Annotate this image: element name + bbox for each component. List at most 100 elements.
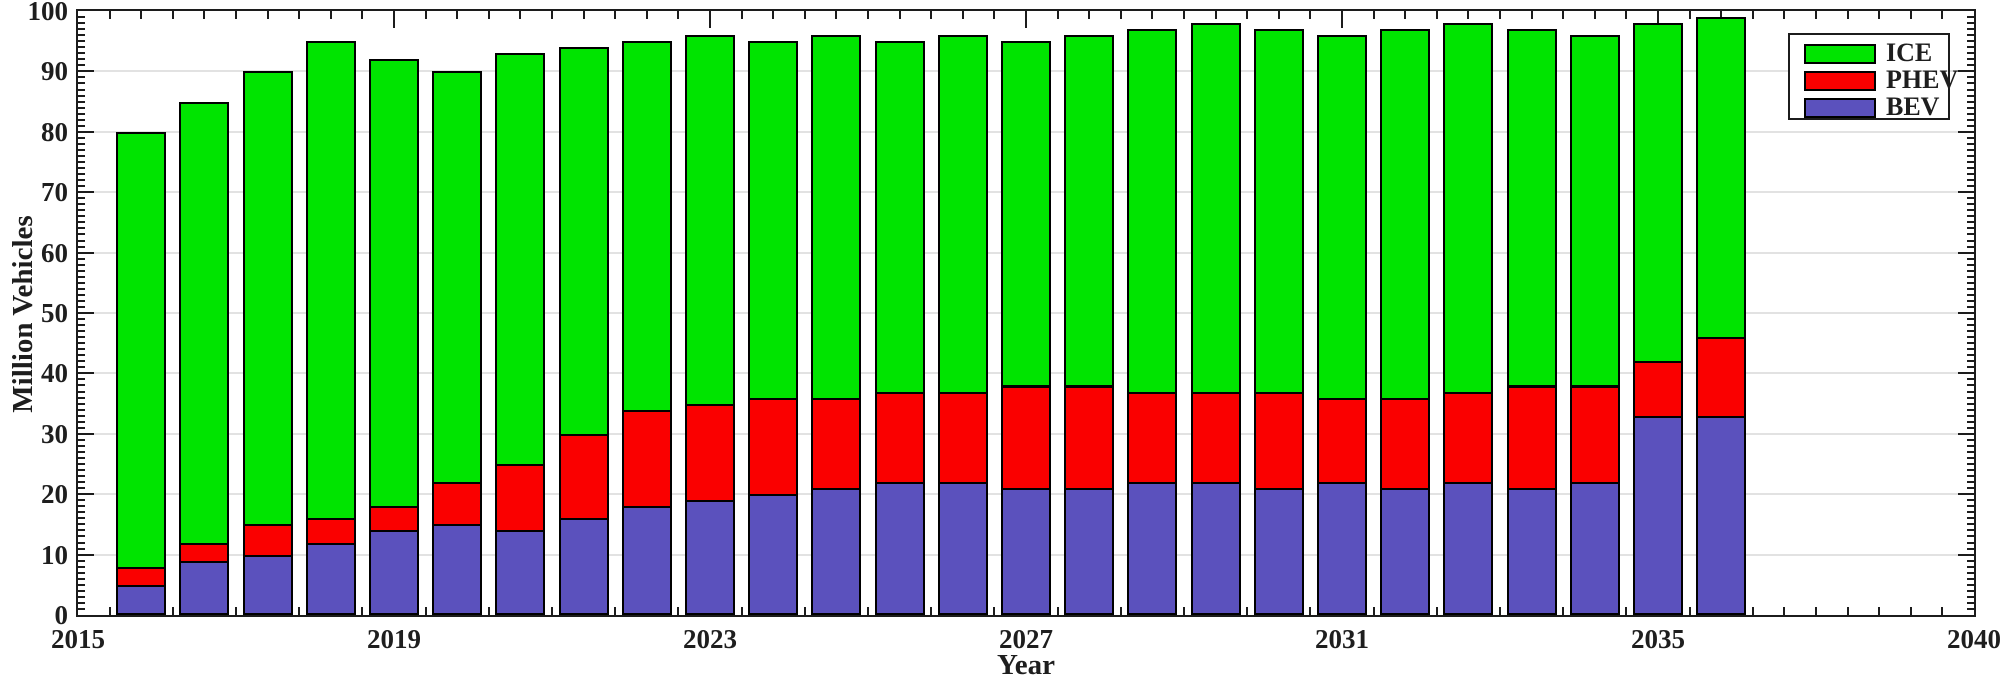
x-axis-tick [1119,607,1122,615]
y-axis-tick [78,438,85,441]
y-axis-tick [78,112,85,115]
x-axis-tick [1625,11,1628,19]
y-axis-tick [78,553,94,556]
x-axis-tick [171,11,174,19]
y-axis-tick [1967,52,1974,55]
x-axis-tick [1751,607,1754,615]
bar-segment-ice [1253,29,1304,394]
bar-segment-ice [1317,35,1367,400]
y-axis-tick [78,88,85,91]
y-axis-tick [1967,342,1974,345]
y-axis-tick [78,487,85,490]
x-axis-tick [1246,11,1249,19]
y-axis-tick [1967,583,1974,586]
y-axis-tick [1967,118,1974,121]
bar-segment-phev [558,433,609,521]
bar-segment-bev [811,488,862,615]
y-axis-tick [78,185,85,188]
y-axis-tick [78,221,85,224]
x-axis-tick [1499,11,1501,19]
x-axis-tick [1025,11,1027,28]
y-axis-tick [78,450,85,453]
y-axis-tick [78,324,85,327]
x-axis-tick [1435,11,1438,19]
x-axis-tick [898,11,901,19]
x-axis-tick [1309,11,1312,19]
bar-segment-bev [242,554,293,615]
y-axis-tick [1967,40,1974,43]
y-axis-tick [78,167,85,170]
bar-segment-bev [1380,488,1431,615]
x-axis-tick [1372,11,1375,19]
bar-segment-phev [1317,397,1367,485]
bar-segment-bev [937,482,988,615]
y-axis-tick [78,469,85,472]
x-axis-tick [645,11,648,19]
y-axis-tick [1967,215,1974,218]
y-axis-tick [1967,161,1974,163]
x-axis-tick [1088,11,1091,19]
y-axis-tick [78,402,85,405]
x-axis-tick [930,11,933,19]
bar-segment-bev [369,530,419,615]
y-axis-tick [78,100,85,103]
y-axis-tick [78,76,85,79]
y-axis-tick [78,348,85,351]
y-tick-label: 90 [41,56,68,87]
x-axis-tick [487,607,490,615]
y-axis-tick [1967,16,1974,19]
y-axis-tick [1967,142,1974,145]
bar-segment-ice [1633,23,1683,364]
y-axis-tick [1967,577,1974,580]
y-axis-tick [1967,148,1974,151]
y-axis-tick [78,257,85,260]
y-axis-tick [78,360,85,363]
bar-segment-phev [685,403,735,503]
x-axis-tick [1214,11,1217,19]
bar-segment-phev [1190,391,1241,485]
x-axis-tick [1341,11,1343,28]
x-axis-tick [614,607,617,615]
bar-segment-bev [1696,415,1747,615]
y-axis-tick [78,46,85,49]
y-axis-tick [78,463,85,465]
y-axis-tick [1967,523,1974,526]
y-axis-tick [1967,46,1974,49]
x-tick-label: 2035 [1631,624,1685,654]
y-axis-tick [78,22,85,25]
y-axis-tick [1967,336,1974,339]
y-axis-tick [78,559,85,562]
x-axis-tick [1372,607,1375,615]
y-axis-tick [78,312,94,314]
y-axis-tick [78,118,85,121]
bar-segment-bev [1569,482,1620,615]
y-axis-tick [1967,58,1974,61]
x-axis-tick [171,607,174,615]
y-tick-label: 20 [41,479,68,510]
bar-segment-ice [1001,41,1051,388]
y-axis-tick [78,571,85,574]
x-axis-tick [1720,11,1723,19]
x-axis-tick [1246,607,1249,615]
x-axis-tick [582,11,585,19]
bar-segment-bev [495,530,546,615]
y-axis-tick [1967,112,1974,115]
y-axis-tick [78,426,85,429]
bar-segment-ice [369,59,419,509]
y-axis-tick [78,203,85,206]
y-axis-tick [1967,209,1974,212]
legend-swatch-phev [1804,71,1876,91]
x-axis-tick [1056,607,1059,615]
y-axis-tick [1967,281,1974,284]
bar-segment-bev [116,584,167,615]
y-axis-tick [1958,432,1974,435]
y-axis-tick [78,52,85,55]
x-axis-tick [1846,607,1849,615]
x-axis-tick [1625,607,1628,615]
y-axis-tick [78,384,85,387]
y-axis-tick [78,40,85,43]
x-axis-tick [1435,607,1438,615]
y-axis-tick [78,493,94,496]
x-axis-tick [551,607,553,615]
y-axis-tick [78,239,85,242]
